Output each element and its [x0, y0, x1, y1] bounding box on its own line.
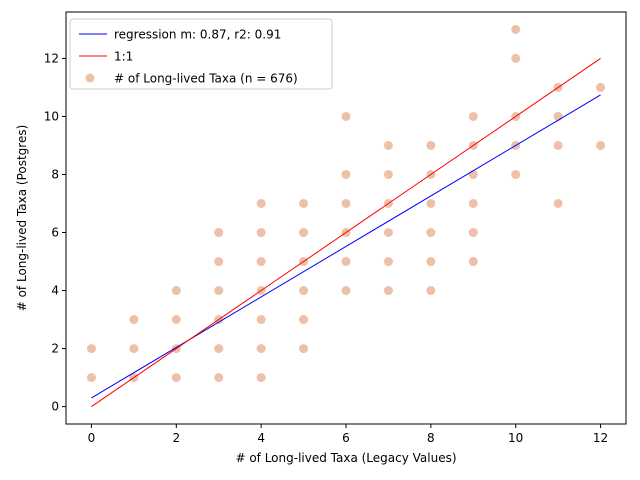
scatter-point	[299, 286, 309, 296]
scatter-point	[171, 373, 181, 383]
y-tick-label: 2	[51, 342, 59, 356]
scatter-point	[341, 111, 351, 121]
scatter-point	[341, 257, 351, 267]
scatter-point	[511, 53, 521, 63]
scatter-point	[468, 169, 478, 179]
scatter-point	[596, 82, 606, 92]
regression-line	[91, 94, 601, 399]
x-tick-label: 10	[508, 431, 523, 445]
scatter-point	[383, 169, 393, 179]
y-tick-label: 6	[51, 226, 59, 240]
scatter-point	[426, 228, 436, 238]
x-tick-label: 4	[257, 431, 265, 445]
scatter-point	[596, 140, 606, 150]
scatter-point	[468, 198, 478, 208]
scatter-point	[214, 286, 224, 296]
scatter-point	[256, 198, 266, 208]
legend-box	[69, 18, 333, 90]
scatter-point	[171, 286, 181, 296]
legend: regression m: 0.87, r2: 0.91 1:1 # of Long…	[69, 18, 333, 90]
scatter-point	[214, 228, 224, 238]
legend-entry-label: 1:1	[114, 50, 133, 64]
scatter-point	[426, 140, 436, 150]
scatter-point	[383, 140, 393, 150]
scatter-point	[553, 198, 563, 208]
scatter-point	[129, 315, 139, 325]
x-tick-label: 6	[342, 431, 350, 445]
scatter-point	[383, 228, 393, 238]
scatter-point	[468, 228, 478, 238]
scatter-point	[553, 140, 563, 150]
scatter-point	[511, 24, 521, 34]
plot-area	[86, 24, 606, 408]
y-tick-label: 8	[51, 167, 59, 181]
scatter-point	[299, 198, 309, 208]
y-axis-label: # of Long-lived Taxa (Postgres)	[15, 125, 29, 312]
scatter-point	[256, 315, 266, 325]
scatter-point	[214, 257, 224, 267]
x-tick-label: 2	[172, 431, 180, 445]
x-tick-label: 12	[593, 431, 608, 445]
scatter-point	[86, 344, 96, 354]
scatter-point	[383, 257, 393, 267]
scatter-point	[256, 257, 266, 267]
scatter-point	[468, 111, 478, 121]
scatter-point	[341, 286, 351, 296]
scatter-point	[426, 198, 436, 208]
x-tick-label: 8	[427, 431, 435, 445]
scatter-point	[511, 169, 521, 179]
scatter-point	[341, 198, 351, 208]
scatter-point	[299, 344, 309, 354]
scatter-point	[299, 228, 309, 238]
scatter-point	[86, 373, 96, 383]
scatter-point	[214, 344, 224, 354]
scatter-point	[256, 373, 266, 383]
identity-line	[91, 58, 601, 408]
scatter-point	[214, 373, 224, 383]
legend-marker-swatch	[85, 73, 95, 83]
scatter-point	[299, 315, 309, 325]
legend-entry-label: # of Long-lived Taxa (n = 676)	[114, 72, 298, 86]
scatter-point	[383, 286, 393, 296]
scatter-point	[341, 169, 351, 179]
legend-entry-label: regression m: 0.87, r2: 0.91	[114, 28, 281, 42]
y-tick-label: 10	[44, 109, 59, 123]
scatter-point	[426, 257, 436, 267]
x-tick-label: 0	[88, 431, 96, 445]
y-tick-label: 12	[44, 51, 59, 65]
scatter-point	[256, 228, 266, 238]
scatter-point	[468, 257, 478, 267]
axes: 0 2 4 6 8 10 12 0 2 4 6 8 10 12	[44, 11, 627, 445]
x-axis-label: # of Long-lived Taxa (Legacy Values)	[235, 451, 456, 465]
scatter-point	[171, 315, 181, 325]
y-tick-label: 0	[51, 400, 59, 414]
scatter-point	[129, 344, 139, 354]
scatter-point	[426, 286, 436, 296]
y-tick-label: 4	[51, 284, 59, 298]
scatter-point	[553, 111, 563, 121]
scatter-point	[256, 344, 266, 354]
